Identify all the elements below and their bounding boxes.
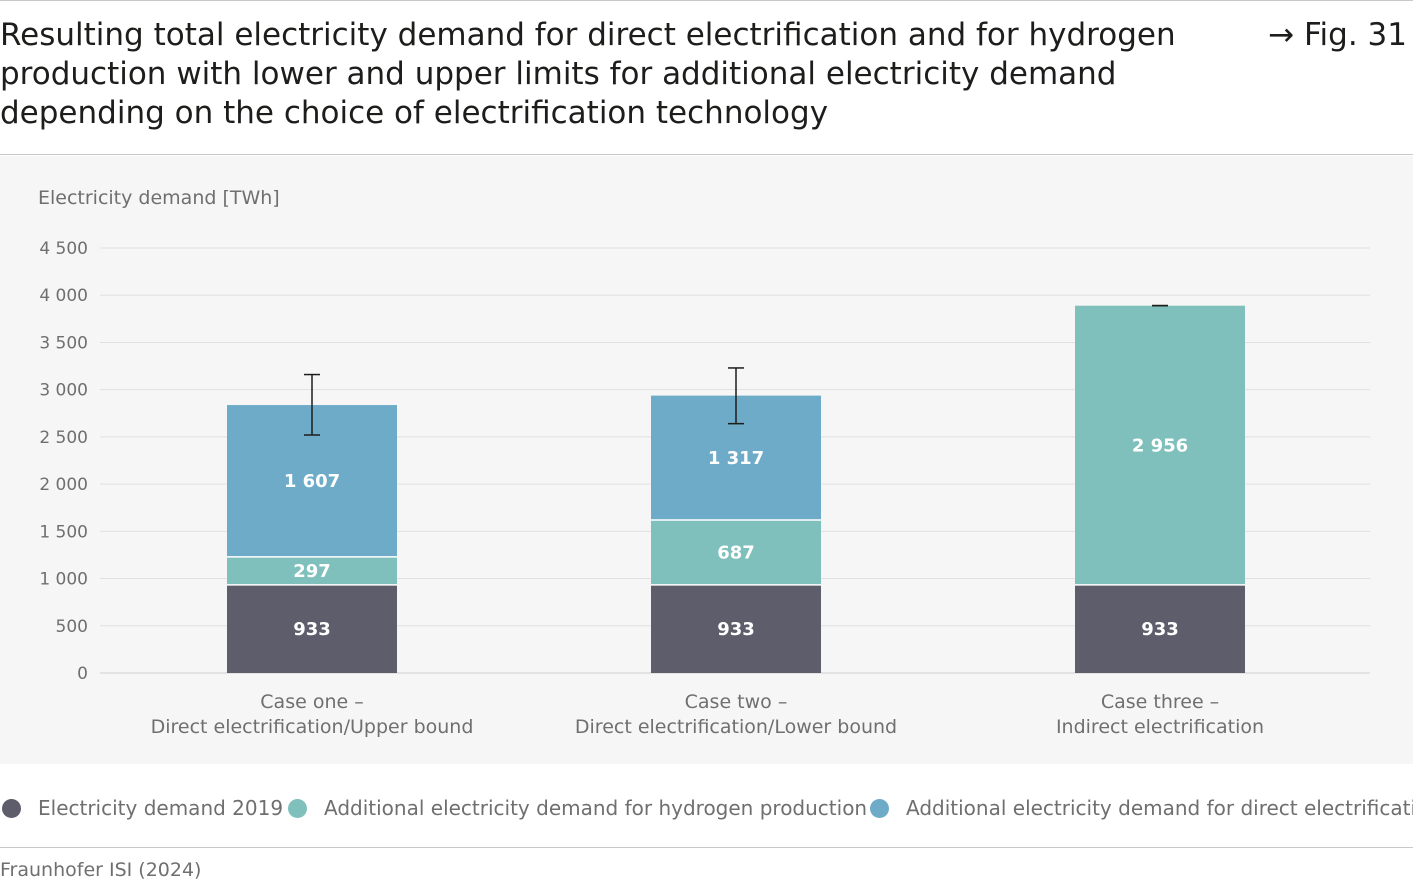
legend-swatch-2019 xyxy=(2,798,21,818)
legend-swatch-direct xyxy=(870,798,889,818)
bar-segment-2019 xyxy=(651,584,821,673)
legend: Electricity demand 2019 Additional elect… xyxy=(0,796,1413,824)
y-tick-label: 4 000 xyxy=(39,286,88,306)
data-label: 687 xyxy=(717,542,755,563)
bar-segment-hydrogen xyxy=(227,556,397,585)
y-tick-label: 3 000 xyxy=(39,381,88,401)
title-rule xyxy=(0,154,1413,155)
legend-rule xyxy=(0,847,1413,848)
data-label: 1 317 xyxy=(708,448,764,469)
data-label: 933 xyxy=(717,619,755,640)
legend-label-direct: Additional electricity demand for direct… xyxy=(906,796,1413,820)
chart-panel: Electricity demand [TWh] 0 500 1 000 1 500 2 … xyxy=(0,156,1413,764)
data-label: 2 956 xyxy=(1132,435,1188,456)
y-tick-label: 2 500 xyxy=(39,428,88,448)
bar-segment-2019 xyxy=(227,584,397,673)
legend-swatch-hydrogen xyxy=(288,798,307,818)
data-label: 933 xyxy=(1141,619,1179,640)
data-label: 1 607 xyxy=(284,471,340,492)
x-category-label: Case two – xyxy=(685,691,788,713)
bar-segment-hydrogen xyxy=(1075,305,1245,585)
bar-segment-hydrogen xyxy=(651,520,821,585)
legend-label-2019: Electricity demand 2019 xyxy=(38,796,284,820)
legend-item-2019: Electricity demand 2019 xyxy=(2,796,283,820)
y-tick-label: 1 000 xyxy=(39,570,88,590)
source-note: Fraunhofer ISI (2024) xyxy=(0,859,202,881)
figure-reference: → Fig. 31 xyxy=(1268,17,1407,53)
x-category-label: Indirect electrification xyxy=(1056,716,1264,738)
y-tick-label: 500 xyxy=(56,617,88,637)
x-category-label: Case three – xyxy=(1101,691,1219,713)
x-category-label: Direct electrification/Lower bound xyxy=(575,716,897,738)
bar-chart: Electricity demand [TWh] 0 500 1 000 1 500 2 … xyxy=(38,187,1370,738)
y-tick-label: 4 500 xyxy=(39,239,88,259)
x-category-label: Case one – xyxy=(260,691,363,713)
y-tick-label: 3 500 xyxy=(39,333,88,353)
y-tick-label: 1 500 xyxy=(39,522,88,542)
data-label: 933 xyxy=(293,619,331,640)
y-tick-label: 2 000 xyxy=(39,475,88,495)
top-rule xyxy=(0,0,1413,1)
chart-title: Resulting total electricity demand for d… xyxy=(0,17,1176,131)
y-axis-label: Electricity demand [TWh] xyxy=(38,187,280,209)
legend-item-direct: Additional electricity demand for direct… xyxy=(870,796,1413,820)
legend-label-hydrogen: Additional electricity demand for hydrog… xyxy=(324,796,868,820)
data-label: 297 xyxy=(293,561,331,582)
x-category-label: Direct electrification/Upper bound xyxy=(151,716,474,738)
y-tick-label: 0 xyxy=(77,664,88,684)
bar-segment-2019 xyxy=(1075,584,1245,673)
legend-item-hydrogen: Additional electricity demand for hydrog… xyxy=(288,796,867,820)
